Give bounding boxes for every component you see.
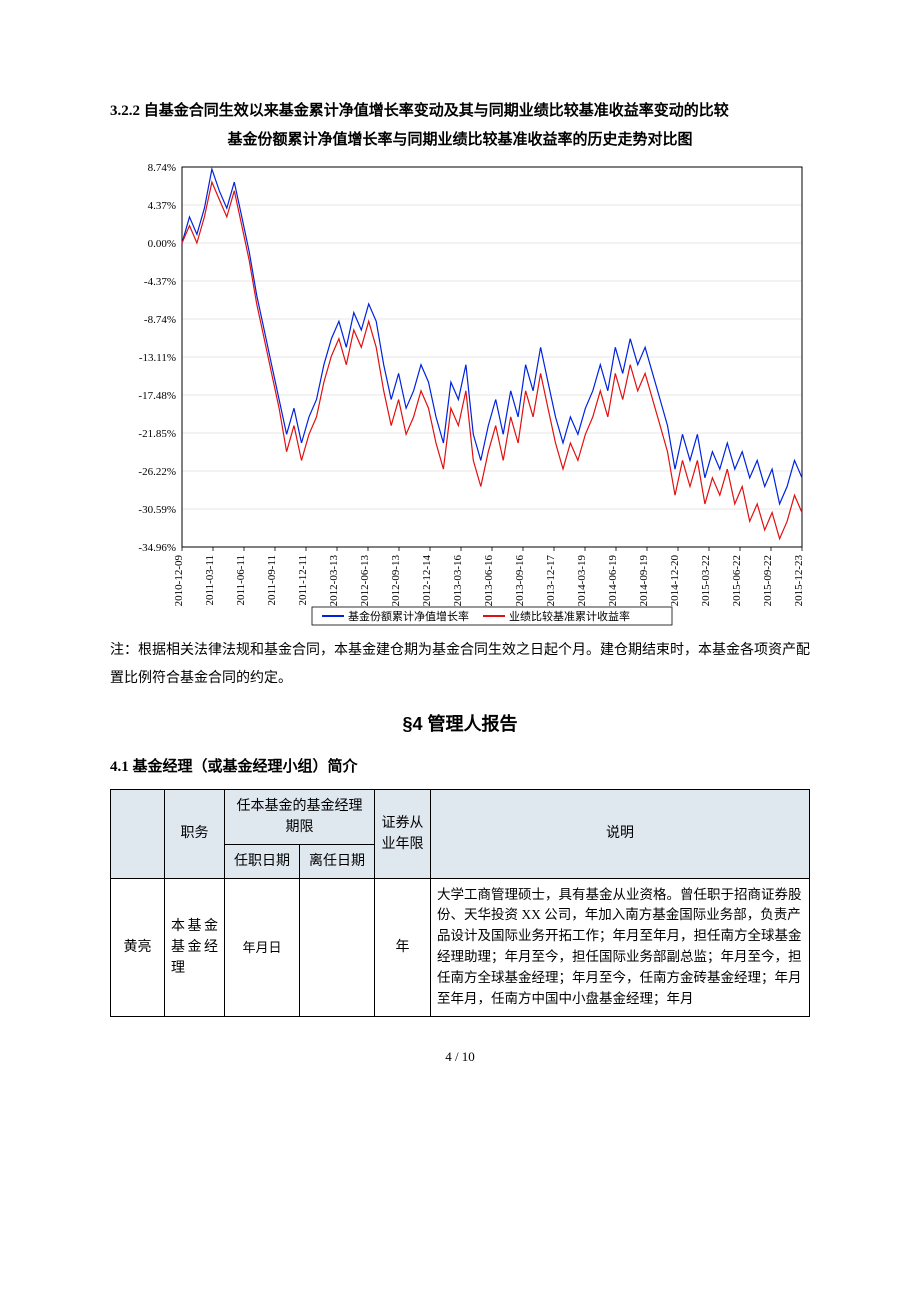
svg-text:2012-03-13: 2012-03-13 xyxy=(328,555,340,607)
cell-years: 年 xyxy=(375,878,431,1017)
svg-text:-21.85%: -21.85% xyxy=(138,428,176,440)
svg-text:-30.59%: -30.59% xyxy=(138,504,176,516)
svg-text:2014-12-20: 2014-12-20 xyxy=(669,555,681,607)
heading-text: 基金经理（或基金经理小组）简介 xyxy=(133,759,358,775)
heading-4: §4 管理人报告 xyxy=(110,711,810,738)
svg-text:-34.96%: -34.96% xyxy=(138,542,176,554)
svg-text:8.74%: 8.74% xyxy=(148,162,176,174)
svg-text:2012-06-13: 2012-06-13 xyxy=(359,555,371,607)
svg-text:2013-03-16: 2013-03-16 xyxy=(452,555,464,607)
svg-text:2010-12-09: 2010-12-09 xyxy=(173,555,185,607)
svg-text:2013-09-16: 2013-09-16 xyxy=(514,555,526,607)
th-start-date: 任职日期 xyxy=(225,844,300,878)
th-years: 证券从业年限 xyxy=(375,789,431,878)
heading-number: 3.2.2 xyxy=(110,100,140,123)
svg-text:2011-12-11: 2011-12-11 xyxy=(297,555,309,606)
svg-text:-13.11%: -13.11% xyxy=(139,352,176,364)
cell-position: 本基金基金经理 xyxy=(165,878,225,1017)
svg-text:2012-12-14: 2012-12-14 xyxy=(421,555,433,607)
th-term: 任本基金的基金经理期限 xyxy=(225,789,375,844)
svg-text:业绩比较基准累计收益率: 业绩比较基准累计收益率 xyxy=(509,609,630,623)
chart-footnote: 注：根据相关法律法规和基金合同，本基金建仓期为基金合同生效之日起个月。建仓期结束… xyxy=(110,637,810,693)
svg-text:2011-09-11: 2011-09-11 xyxy=(266,555,278,606)
performance-line-chart: 8.74% 4.37% 0.00% -4.37% -8.74% -13.11% -17.48… xyxy=(110,157,810,627)
svg-text:2012-09-13: 2012-09-13 xyxy=(390,555,402,607)
th-desc: 说明 xyxy=(431,789,810,878)
svg-text:2015-12-23: 2015-12-23 xyxy=(793,555,805,607)
cell-desc: 大学工商管理硕士，具有基金从业资格。曾任职于招商证券股份、天华投资 XX 公司，… xyxy=(431,878,810,1017)
svg-text:-4.37%: -4.37% xyxy=(144,276,176,288)
svg-text:2015-03-22: 2015-03-22 xyxy=(700,555,712,606)
svg-text:2014-06-19: 2014-06-19 xyxy=(607,555,619,607)
chart-title: 基金份额累计净值增长率与同期业绩比较基准收益率的历史走势对比图 xyxy=(110,129,810,152)
th-position: 职务 xyxy=(165,789,225,878)
table-header: 职务 任本基金的基金经理期限 证券从业年限 说明 任职日期 离任日期 xyxy=(111,789,810,878)
svg-text:-17.48%: -17.48% xyxy=(138,390,176,402)
svg-text:2011-03-11: 2011-03-11 xyxy=(204,555,216,606)
svg-text:2013-12-17: 2013-12-17 xyxy=(545,555,557,607)
heading-number: 4.1 xyxy=(110,759,129,775)
heading-3-2-2: 3.2.2 自基金合同生效以来基金累计净值增长率变动及其与同期业绩比较基准收益率… xyxy=(110,100,810,123)
manager-table: 职务 任本基金的基金经理期限 证券从业年限 说明 任职日期 离任日期 黄亮 本基… xyxy=(110,789,810,1018)
svg-text:2014-03-19: 2014-03-19 xyxy=(576,555,588,607)
svg-text:2011-06-11: 2011-06-11 xyxy=(235,555,247,606)
heading-text: 自基金合同生效以来基金累计净值增长率变动及其与同期业绩比较基准收益率变动的比较 xyxy=(144,103,729,119)
page-footer: 4 / 10 xyxy=(110,1047,810,1067)
svg-text:2015-09-22: 2015-09-22 xyxy=(762,555,774,606)
heading-4-1: 4.1 基金经理（或基金经理小组）简介 xyxy=(110,756,810,779)
cell-name: 黄亮 xyxy=(111,878,165,1017)
svg-text:基金份额累计净值增长率: 基金份额累计净值增长率 xyxy=(348,609,469,623)
table-row: 黄亮 本基金基金经理 年月日 年 大学工商管理硕士，具有基金从业资格。曾任职于招… xyxy=(111,878,810,1017)
cell-end-date xyxy=(300,878,375,1017)
svg-text:2014-09-19: 2014-09-19 xyxy=(638,555,650,607)
th-end-date: 离任日期 xyxy=(300,844,375,878)
th-name xyxy=(111,789,165,878)
cell-start-date: 年月日 xyxy=(225,878,300,1017)
svg-text:2015-06-22: 2015-06-22 xyxy=(731,555,743,606)
svg-text:-26.22%: -26.22% xyxy=(138,466,176,478)
svg-text:4.37%: 4.37% xyxy=(148,200,176,212)
svg-text:0.00%: 0.00% xyxy=(148,238,176,250)
chart-container: 8.74% 4.37% 0.00% -4.37% -8.74% -13.11% -17.48… xyxy=(110,157,810,627)
svg-text:-8.74%: -8.74% xyxy=(144,314,176,326)
svg-text:2013-06-16: 2013-06-16 xyxy=(483,555,495,607)
